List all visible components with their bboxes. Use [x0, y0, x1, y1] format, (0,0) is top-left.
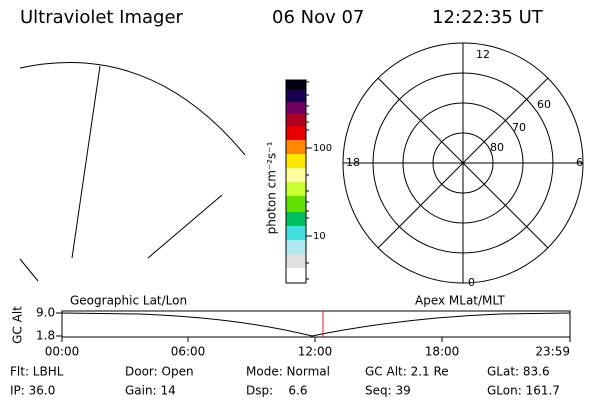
status-field: Gain: 14: [125, 384, 176, 398]
mlt-label: 18: [346, 156, 360, 169]
status-field: GC Alt: 2.1 Re: [365, 365, 449, 379]
time-label: 00:00: [45, 345, 80, 359]
time: 12:22:35 UT: [432, 7, 544, 28]
lat-label: 80: [490, 141, 504, 154]
date: 06 Nov 07: [272, 7, 364, 28]
status-field: GLon: 161.7: [487, 384, 560, 398]
status-field: GLat: 83.6: [487, 365, 550, 379]
time-label: 18:00: [425, 345, 460, 359]
status-field: Seq: 39: [365, 384, 411, 398]
colorbar-tick: 10: [313, 231, 326, 242]
status-field: Flt: LBHL: [10, 365, 64, 379]
timeline-left-label: Geographic Lat/Lon: [70, 294, 187, 308]
time-label: 23:59: [535, 345, 570, 359]
polar-grid: [342, 42, 584, 284]
footer: Flt: LBHL Door: Open Mode: Normal GC Alt: 2…: [10, 365, 560, 398]
lat-label: 60: [537, 98, 551, 111]
timeline-right-label: Apex MLat/MLT: [415, 294, 505, 308]
alt-label: 1.8: [36, 329, 55, 343]
time-labels: 00:00 06:00 12:00 18:00 23:59: [45, 345, 570, 359]
status-field: Dsp: 6.6: [246, 384, 308, 398]
timeline-plot: [56, 310, 571, 342]
globe-grid: [19, 62, 246, 282]
mlt-label: 6: [576, 156, 583, 169]
time-label: 12:00: [298, 345, 333, 359]
timeline-axis-label: GC Alt: [11, 306, 25, 344]
status-field: Mode: Normal: [246, 365, 330, 379]
colorbar: [285, 79, 312, 284]
colorbar-label: photon cm⁻²s⁻¹: [265, 141, 279, 234]
mlt-label: 0: [468, 276, 475, 289]
alt-label: 9.0: [36, 306, 55, 320]
status-field: IP: 36.0: [10, 384, 55, 398]
mlt-label: 12: [476, 48, 490, 61]
colorbar-tick: 100: [313, 143, 332, 154]
lat-label: 70: [512, 121, 526, 134]
title: Ultraviolet Imager: [20, 7, 184, 28]
time-label: 06:00: [171, 345, 206, 359]
status-field: Door: Open: [125, 365, 194, 379]
